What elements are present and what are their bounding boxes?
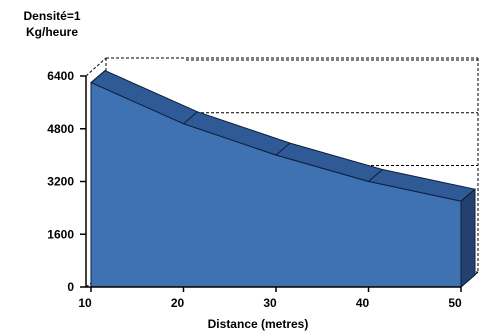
y-tick-label-3: 4800 bbox=[47, 122, 74, 136]
x-axis-label: Distance (metres) bbox=[208, 317, 309, 331]
area-right-side bbox=[460, 188, 476, 289]
chart-title-line-2: Kg/heure bbox=[26, 25, 78, 39]
area-front-face bbox=[90, 81, 462, 288]
chart-title-line-1: Densité=1 bbox=[23, 9, 80, 23]
x-tick-label-3: 40 bbox=[356, 296, 370, 310]
y-axis-ticks: 0 1600 3200 4800 6400 bbox=[47, 69, 86, 294]
x-axis-ticks: 10 20 30 40 50 bbox=[78, 287, 462, 310]
x-tick-label-2: 30 bbox=[263, 296, 277, 310]
segment-edge-3 bbox=[368, 169, 383, 182]
top-left-depth bbox=[85, 57, 107, 77]
y-tick-label-4: 6400 bbox=[47, 69, 74, 83]
y-tick-label-2: 3200 bbox=[47, 175, 74, 189]
y-tick-label-1: 1600 bbox=[47, 227, 74, 241]
segment-edge-4 bbox=[460, 188, 476, 202]
segment-edge-2 bbox=[275, 142, 291, 156]
y-tick-label-0: 0 bbox=[67, 280, 74, 294]
x-tick-label-1: 20 bbox=[171, 296, 185, 310]
area-segment-edges bbox=[90, 70, 476, 202]
segment-edge-1 bbox=[183, 111, 198, 125]
x-tick-label-0: 10 bbox=[78, 296, 92, 310]
x-tick-label-4: 50 bbox=[448, 296, 462, 310]
segment-edge-0 bbox=[90, 70, 106, 83]
